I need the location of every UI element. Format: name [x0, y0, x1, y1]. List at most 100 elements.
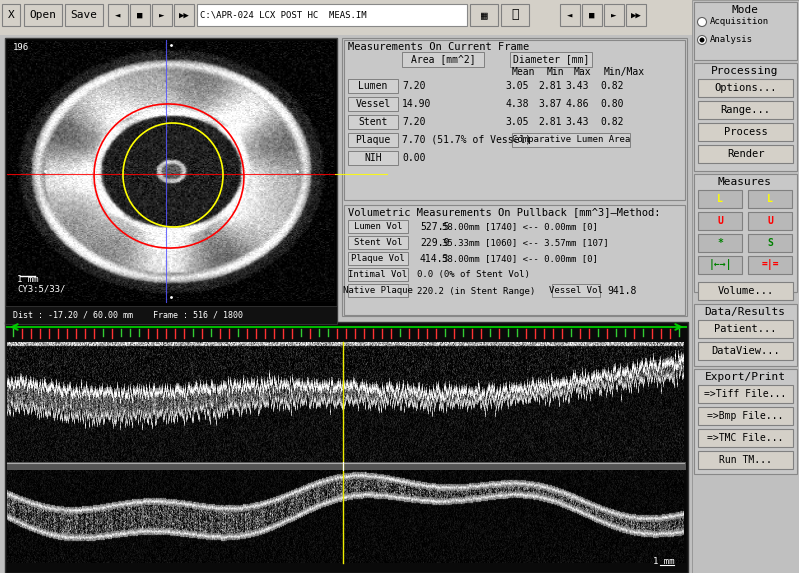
Text: 4.86: 4.86 [565, 99, 589, 109]
Text: =>Bmp File...: =>Bmp File... [707, 411, 784, 421]
Text: 527.5: 527.5 [420, 222, 449, 232]
Text: Min: Min [547, 67, 565, 77]
Bar [348, 97, 398, 111]
Bar [7, 462, 686, 470]
Text: 0.82: 0.82 [600, 81, 624, 91]
Text: Comparative Lumen Area: Comparative Lumen Area [512, 135, 630, 144]
Bar [348, 151, 398, 165]
Text: |←→|: |←→| [708, 260, 732, 270]
Text: 7.20: 7.20 [402, 117, 426, 127]
Bar [2, 4, 20, 26]
Text: Native Plaque: Native Plaque [343, 286, 413, 295]
Bar [348, 133, 398, 147]
Bar [698, 407, 793, 425]
Text: 0.00: 0.00 [402, 153, 426, 163]
Bar [348, 79, 398, 93]
Text: Plaque: Plaque [356, 135, 391, 145]
Bar [626, 4, 646, 26]
Text: 3.87: 3.87 [539, 99, 562, 109]
Bar [698, 145, 793, 163]
Text: Min/Max: Min/Max [604, 67, 645, 77]
Bar [348, 115, 398, 129]
Bar [698, 79, 793, 97]
Text: S: S [767, 238, 773, 248]
Text: Patient...: Patient... [714, 324, 777, 334]
Bar [694, 174, 797, 292]
Text: Process: Process [724, 127, 767, 137]
Text: 3.05: 3.05 [505, 117, 529, 127]
Text: Mode: Mode [732, 5, 758, 15]
Text: C:\APR-024 LCX POST HC  MEAS.IM: C:\APR-024 LCX POST HC MEAS.IM [200, 10, 367, 19]
Text: Open: Open [30, 10, 57, 20]
Bar [501, 4, 529, 26]
Bar [694, 304, 797, 366]
Bar [512, 133, 630, 147]
Bar [7, 470, 686, 563]
Bar [510, 52, 592, 67]
Text: 7.20: 7.20 [402, 81, 426, 91]
Bar [344, 40, 685, 200]
Text: 0.82: 0.82 [600, 117, 624, 127]
Text: Data/Results: Data/Results [705, 307, 785, 317]
Text: Stent: Stent [358, 117, 388, 127]
Circle shape [699, 37, 705, 42]
Text: *: * [717, 238, 723, 248]
Bar [560, 4, 580, 26]
Text: 2.81: 2.81 [539, 117, 562, 127]
Text: Vessel Vol: Vessel Vol [549, 286, 603, 295]
Text: Options...: Options... [714, 83, 777, 93]
Bar [470, 4, 498, 26]
Bar [698, 256, 742, 274]
Text: 4.38: 4.38 [505, 99, 529, 109]
Text: Export/Print: Export/Print [705, 372, 785, 382]
Bar [348, 220, 408, 233]
Bar [174, 4, 194, 26]
Text: Processing: Processing [711, 66, 779, 76]
Bar [748, 256, 792, 274]
Text: Run TM...: Run TM... [719, 455, 772, 465]
Text: Measurements On Current Frame: Measurements On Current Frame [348, 42, 529, 52]
Bar [582, 4, 602, 26]
Bar [402, 52, 484, 67]
Text: Analysis: Analysis [710, 36, 753, 45]
Text: 3.43: 3.43 [565, 117, 589, 127]
Bar [348, 268, 408, 281]
Text: Plaque Vol: Plaque Vol [351, 254, 405, 263]
Text: Vessel: Vessel [356, 99, 391, 109]
Bar [7, 40, 335, 302]
Bar [130, 4, 150, 26]
Text: 58.00mm [1740] <-- 0.00mm [0]: 58.00mm [1740] <-- 0.00mm [0] [442, 254, 598, 264]
Bar [24, 4, 62, 26]
Bar [5, 322, 688, 573]
Text: Volume...: Volume... [718, 286, 773, 296]
Bar [698, 212, 742, 230]
Circle shape [698, 18, 706, 26]
Bar [604, 4, 624, 26]
Text: NIH: NIH [364, 153, 382, 163]
Bar [348, 236, 408, 249]
Text: ■: ■ [137, 10, 143, 19]
Bar [694, 369, 797, 474]
Text: ►: ► [611, 10, 617, 19]
Text: U: U [767, 216, 773, 226]
Text: =|=: =|= [761, 260, 779, 270]
Text: 14.90: 14.90 [402, 99, 431, 109]
Bar [348, 252, 408, 265]
Text: 1 mm: 1 mm [653, 557, 674, 566]
Text: 220.2 (in Stent Range): 220.2 (in Stent Range) [417, 286, 535, 296]
Text: L: L [717, 194, 723, 204]
Text: =>TMC File...: =>TMC File... [707, 433, 784, 443]
Bar [698, 101, 793, 119]
Bar [197, 4, 467, 26]
Bar [692, 0, 799, 573]
Bar [698, 282, 793, 300]
Bar [698, 123, 793, 141]
Bar [698, 190, 742, 208]
Text: 3.43: 3.43 [565, 81, 589, 91]
Text: Intimal Vol: Intimal Vol [348, 270, 407, 279]
Text: U: U [717, 216, 723, 226]
Text: 1 mm: 1 mm [17, 275, 38, 284]
Bar [7, 342, 686, 462]
Text: X: X [8, 10, 14, 20]
Text: Diameter [mm]: Diameter [mm] [513, 54, 589, 65]
